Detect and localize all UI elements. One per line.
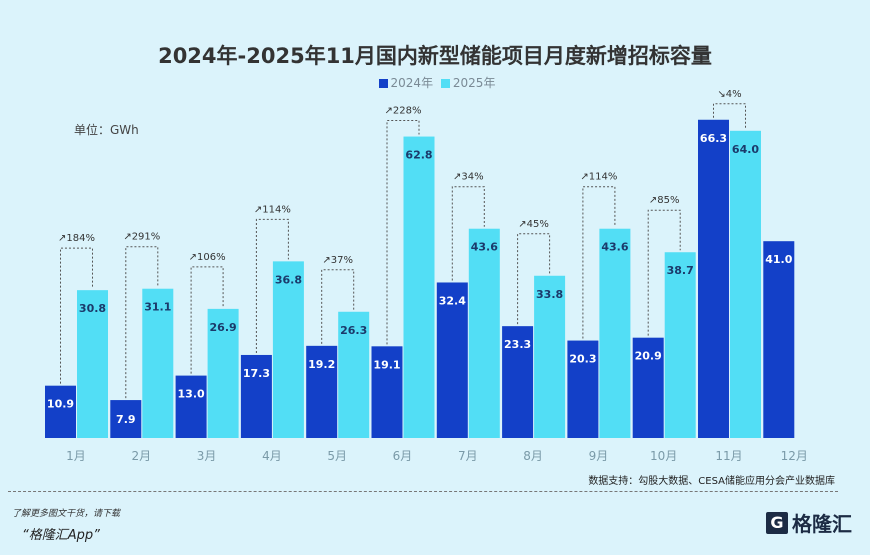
growth-annotation: ↗114% (254, 204, 291, 215)
bar-chart: 10.9 30.8 1月 ↗184% 7.9 31.1 2月 ↗291% 13.0 26.9 3月 ↗… (45, 89, 808, 463)
legend-swatch-2025 (440, 79, 450, 88)
data-label: 30.8 (79, 302, 106, 315)
growth-annotation: ↗45% (518, 219, 549, 230)
logo-text: 格隆汇 (792, 512, 852, 536)
bar-2024 (110, 400, 142, 438)
bar-2025 (730, 130, 761, 439)
unit-label: 单位：GWh (74, 123, 139, 137)
x-tick-label: 9月 (589, 449, 609, 463)
x-tick-label: 1月 (66, 449, 86, 463)
annotation-bracket (517, 233, 551, 325)
data-label: 7.9 (116, 413, 136, 426)
bar-2025 (77, 290, 108, 438)
growth-annotation: ↗34% (453, 172, 484, 183)
data-label: 36.8 (275, 273, 302, 286)
data-source: 数据支持：勾股大数据、CESA储能应用分会产业数据库 (588, 476, 835, 487)
legend-label-2024: 2024年 (390, 76, 434, 90)
data-label: 62.8 (405, 149, 432, 162)
bar-2025 (207, 308, 239, 438)
data-label: 20.3 (569, 353, 596, 366)
promo-text: 了解更多图文干货，请下载 (12, 509, 121, 519)
growth-annotation: ↗114% (580, 172, 617, 183)
bar-2024 (175, 375, 207, 438)
logo: G 格隆汇 (766, 508, 852, 537)
data-label: 13.0 (178, 388, 205, 401)
x-tick-label: 7月 (458, 449, 478, 463)
legend-swatch-2024 (378, 79, 388, 88)
x-tick-label: 2月 (131, 449, 151, 463)
growth-annotation: ↗106% (189, 252, 226, 263)
bar-2024 (698, 119, 729, 438)
bar-2024 (502, 326, 534, 438)
bar-2024 (240, 354, 272, 438)
annotation-bracket (647, 209, 681, 336)
bar-2025 (272, 261, 304, 438)
bar-2024 (306, 345, 338, 438)
data-label: 19.1 (373, 358, 400, 371)
annotation-bracket (451, 186, 485, 281)
x-tick-label: 11月 (715, 449, 742, 463)
data-label: 17.3 (243, 367, 270, 380)
legend: 2024年 2025年 (0, 74, 870, 91)
data-label: 43.6 (471, 241, 498, 254)
bar-2025 (142, 288, 174, 438)
data-label: 19.2 (308, 358, 335, 371)
data-label: 64.0 (732, 143, 759, 156)
growth-annotation: ↗291% (123, 232, 160, 243)
bar-2024 (436, 282, 468, 438)
growth-annotation: ↗228% (385, 106, 422, 117)
data-label: 32.4 (439, 294, 466, 307)
data-label: 31.1 (144, 301, 171, 314)
x-tick-label: 8月 (523, 449, 543, 463)
bar-2025 (534, 275, 566, 438)
bar-2024 (763, 241, 795, 438)
growth-annotation: ↗37% (322, 255, 353, 266)
x-tick-label: 10月 (650, 449, 677, 463)
bar-2025 (468, 228, 500, 438)
x-tick-label: 12月 (781, 449, 808, 463)
x-tick-label: 6月 (393, 449, 413, 463)
annotation-bracket (190, 266, 224, 374)
data-label: 26.3 (340, 324, 367, 337)
data-label: 26.9 (210, 321, 237, 334)
bar-2025 (664, 252, 696, 438)
bar-2024 (45, 385, 76, 438)
growth-annotation: ↗184% (58, 233, 95, 244)
chart-title: 2024年-2025年11月国内新型储能项目月度新增招标容量 (158, 44, 712, 68)
logo-icon: G (766, 511, 788, 534)
growth-annotation: ↘4% (717, 89, 741, 100)
data-label: 38.7 (667, 264, 694, 277)
data-label: 43.6 (601, 241, 628, 254)
bar-2024 (632, 337, 664, 438)
x-tick-label: 5月 (327, 449, 347, 463)
data-label: 10.9 (47, 398, 74, 411)
data-label: 33.8 (536, 288, 563, 301)
data-label: 20.9 (635, 350, 662, 363)
x-tick-label: 4月 (262, 449, 282, 463)
growth-annotation: ↗85% (649, 195, 680, 206)
data-label: 23.3 (504, 338, 531, 351)
legend-label-2025: 2025年 (452, 76, 496, 90)
data-label: 66.3 (700, 132, 727, 145)
bar-2024 (371, 346, 403, 438)
annotation-bracket (713, 103, 746, 129)
bar-2025 (403, 136, 435, 438)
bar-2025 (599, 228, 631, 438)
data-label: 41.0 (765, 253, 792, 266)
x-tick-label: 3月 (197, 449, 217, 463)
divider (8, 491, 838, 492)
bar-2024 (567, 340, 599, 438)
promo-app-name: “格隆汇App” (22, 528, 100, 543)
bar-2025 (338, 311, 370, 438)
annotation-bracket (321, 269, 355, 344)
annotation-bracket (255, 218, 289, 353)
